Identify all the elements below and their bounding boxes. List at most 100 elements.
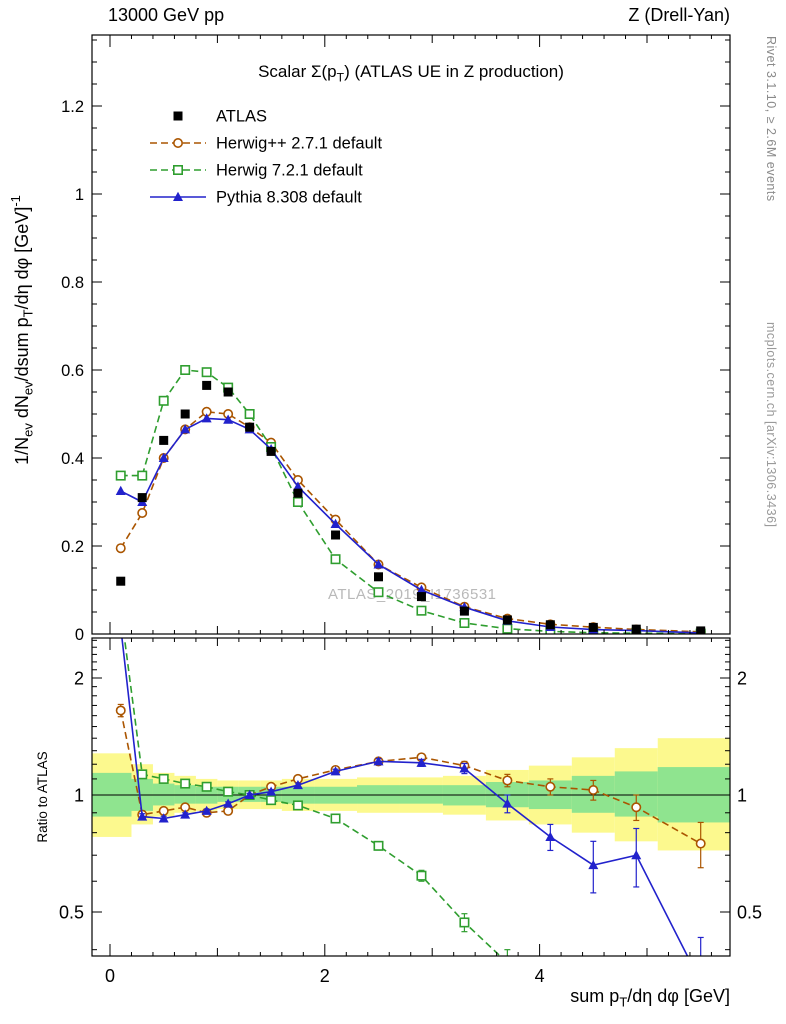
data-point-marker [266, 795, 277, 806]
data-point-marker [223, 805, 234, 816]
data-point-marker [266, 786, 277, 796]
data-point-marker [117, 605, 125, 613]
ratio-y-axis-title: Ratio to ATLAS [35, 751, 50, 842]
data-point-marker [588, 785, 599, 796]
text-label: 0 [75, 626, 84, 644]
main-panel-frame [91, 34, 731, 635]
data-point-marker [416, 584, 427, 594]
axis-tick-labels: 0 0.2 0.4 0.6 0.8 1 1.2 0.5 0.5 1 1 2 2 0 2 4 [59, 98, 762, 986]
text-label: 0.8 [61, 274, 84, 292]
beam-energy-label: 13000 GeV pp [108, 5, 225, 25]
data-point-marker [201, 805, 212, 815]
data-point-marker [373, 587, 384, 598]
data-point-marker [223, 387, 233, 397]
data-point-marker [115, 470, 126, 481]
data-point-marker [459, 917, 470, 928]
data-point-marker [502, 623, 513, 634]
data-point-marker [158, 452, 169, 462]
data-point-marker [173, 191, 183, 201]
data-point-marker [502, 615, 512, 625]
data-point-marker [245, 422, 255, 432]
text-label: 1.2 [61, 98, 84, 116]
text-label: 0.6 [61, 362, 84, 380]
data-point-marker [116, 622, 126, 631]
text-label: 0.2 [61, 538, 84, 556]
data-point-marker [201, 367, 212, 378]
text-label: 4 [535, 966, 545, 986]
data-point-marker [223, 414, 234, 424]
data-point-marker [374, 572, 383, 582]
data-point-marker [223, 786, 234, 797]
text-label: 2 [737, 668, 747, 688]
data-point-marker [266, 446, 276, 456]
data-point-marker [137, 470, 148, 481]
data-point-marker [503, 959, 511, 967]
data-point-marker [416, 592, 426, 602]
series-pythia-8-308-default-ratio [116, 622, 706, 986]
data-point-marker [137, 507, 148, 518]
data-point-marker [373, 756, 384, 766]
data-point-marker [159, 435, 169, 445]
data-point-marker [545, 620, 555, 630]
data-point-marker [373, 559, 384, 569]
data-point-marker [115, 485, 126, 495]
data-point-marker [459, 763, 470, 773]
legend: ATLAS Herwig++ 2.7.1 default Herwig 7.2.1 … [150, 108, 382, 207]
data-point-marker [115, 705, 126, 716]
data-point-marker [201, 413, 212, 423]
data-point-marker [201, 781, 212, 792]
data-point-marker [180, 809, 191, 819]
rivet-version-note: Rivet 3.1.10, ≥ 2.6M events [764, 36, 778, 202]
series-pythia-8-308-default-main [115, 413, 705, 634]
data-point-marker [588, 859, 599, 870]
data-point-marker [545, 831, 556, 841]
data-point-marker [173, 165, 184, 176]
text-label: 1 [74, 786, 84, 806]
mcplots-attribution-note: mcplots.cern.ch [arXiv:1306.3436] [764, 322, 778, 528]
data-point-marker [244, 789, 255, 799]
legend-label: Herwig 7.2.1 default [216, 162, 363, 180]
text-label: 1 [75, 186, 84, 204]
data-point-marker [330, 554, 341, 565]
legend-label: Pythia 8.308 default [216, 189, 362, 207]
data-point-marker [546, 1006, 554, 1014]
data-point-marker [180, 778, 191, 789]
data-point-marker [416, 605, 427, 616]
series-herwig-7-2-1-default-main [115, 364, 706, 634]
text-label: 0.5 [737, 903, 762, 923]
text-label: 0 [105, 966, 115, 986]
data-point-marker [292, 481, 303, 491]
process-label: Z (Drell-Yan) [628, 5, 730, 25]
legend-item-herwig-7-2-1-default: Herwig 7.2.1 default [150, 162, 363, 180]
legend-item-herwig-2-7-1-default: Herwig++ 2.7.1 default [150, 135, 382, 153]
data-point-marker [373, 840, 384, 851]
text-label: 2 [74, 668, 84, 688]
legend-label: ATLAS [216, 108, 267, 126]
data-point-marker [502, 775, 513, 786]
green-band-segment [399, 785, 443, 804]
data-point-marker [459, 606, 469, 616]
data-point-marker [696, 977, 706, 986]
x-axis-title: sum pT/dη dφ [GeV] [570, 986, 730, 1010]
data-point-marker [696, 626, 706, 634]
text-label: sum pT/dη dφ [GeV] [570, 986, 730, 1010]
data-point-marker [137, 493, 147, 503]
analysis-id-watermark: ATLAS_2019_I1736531 [328, 586, 497, 603]
data-point-marker [545, 781, 556, 792]
data-point-marker [180, 409, 190, 419]
data-point-marker [158, 395, 169, 406]
data-point-marker [502, 798, 513, 808]
legend-item-atlas: ATLAS [173, 108, 267, 126]
data-point-marker [137, 811, 148, 821]
data-point-marker [459, 617, 470, 628]
data-point-marker [223, 798, 234, 808]
data-point-marker [158, 773, 169, 784]
text-label: Scalar Σ(pT) (ATLAS UE in Z production) [258, 62, 564, 84]
data-point-marker [173, 138, 184, 149]
main-y-axis-title: 1/Nev dNev/dsum pT/dη dφ [GeV]-1 [8, 195, 36, 465]
data-point-marker [180, 424, 191, 434]
text-label: Ratio to ATLAS [35, 751, 50, 842]
series-herwig-2-7-1-default-main [115, 406, 706, 634]
